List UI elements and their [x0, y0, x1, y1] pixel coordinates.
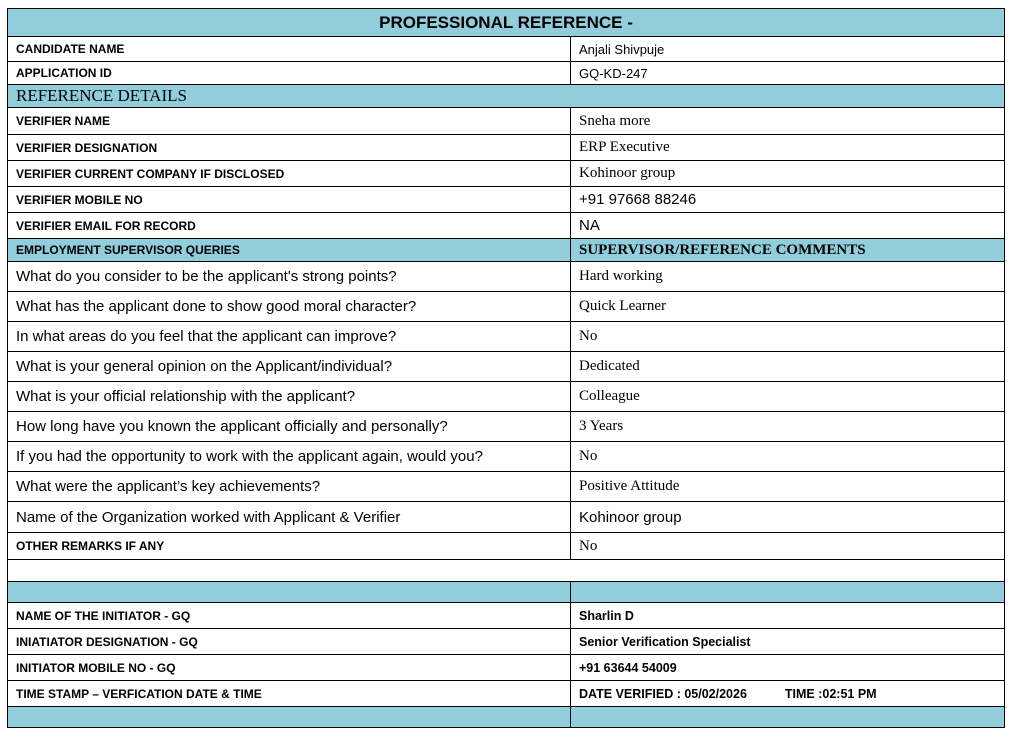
query-question: What is your general opinion on the Appl… [7, 351, 571, 382]
blank-cell [7, 581, 571, 603]
query-row: What has the applicant done to show good… [7, 291, 1005, 322]
blank-cell [570, 581, 1005, 603]
field-value: ERP Executive [570, 134, 1005, 161]
spacer-row [7, 581, 1005, 603]
field-value: Kohinoor group [570, 160, 1005, 187]
other-remarks-row: OTHER REMARKS IF ANY No [7, 532, 1005, 560]
query-row: If you had the opportunity to work with … [7, 441, 1005, 472]
query-question: In what areas do you feel that the appli… [7, 321, 571, 352]
query-answer: Colleague [570, 381, 1005, 412]
field-value: Sneha more [570, 107, 1005, 135]
query-question: How long have you known the applicant of… [7, 411, 571, 442]
query-row: What do you consider to be the applicant… [7, 261, 1005, 292]
field-label: CANDIDATE NAME [7, 36, 571, 62]
field-label: VERIFIER NAME [7, 107, 571, 135]
query-question: Name of the Organization worked with App… [7, 501, 571, 533]
query-answer: No [570, 321, 1005, 352]
verifier-row: VERIFIER MOBILE NO +91 97668 88246 [7, 186, 1005, 213]
field-label: VERIFIER DESIGNATION [7, 134, 571, 161]
query-answer: Quick Learner [570, 291, 1005, 322]
blank-cell [7, 559, 1005, 582]
query-row: In what areas do you feel that the appli… [7, 321, 1005, 352]
query-row: What were the applicant’s key achievemen… [7, 471, 1005, 502]
initiator-row: INIATIATOR DESIGNATION - GQ Senior Verifi… [7, 628, 1005, 655]
query-row: What is your general opinion on the Appl… [7, 351, 1005, 382]
field-label: INITIATOR MOBILE NO - GQ [7, 654, 571, 681]
field-label: VERIFIER CURRENT COMPANY IF DISCLOSED [7, 160, 571, 187]
professional-reference-form: PROFESSIONAL REFERENCE - CANDIDATE NAME An… [7, 8, 1005, 728]
query-answer: No [570, 441, 1005, 472]
field-value: +91 63644 54009 [570, 654, 1005, 681]
verifier-row: VERIFIER CURRENT COMPANY IF DISCLOSED Koh… [7, 160, 1005, 187]
query-answer: Dedicated [570, 351, 1005, 382]
footer-row [7, 706, 1005, 728]
queries-header-row: EMPLOYMENT SUPERVISOR QUERIES SUPERVISOR/… [7, 238, 1005, 262]
field-value: No [570, 532, 1005, 560]
section-header-row: REFERENCE DETAILS [7, 84, 1005, 108]
query-row: Name of the Organization worked with App… [7, 501, 1005, 533]
verifier-row: VERIFIER DESIGNATION ERP Executive [7, 134, 1005, 161]
comments-header: SUPERVISOR/REFERENCE COMMENTS [570, 238, 1005, 262]
initiator-row: TIME STAMP – VERFICATION DATE & TIME DATE… [7, 680, 1005, 707]
query-row: What is your official relationship with … [7, 381, 1005, 412]
candidate-row: APPLICATION ID GQ-KD-247 [7, 61, 1005, 85]
field-value: NA [570, 212, 1005, 239]
field-label: VERIFIER MOBILE NO [7, 186, 571, 213]
field-label: NAME OF THE INITIATOR - GQ [7, 602, 571, 629]
candidate-row: CANDIDATE NAME Anjali Shivpuje [7, 36, 1005, 62]
query-row: How long have you known the applicant of… [7, 411, 1005, 442]
verifier-row: VERIFIER NAME Sneha more [7, 107, 1005, 135]
form-title: PROFESSIONAL REFERENCE - [7, 8, 1005, 37]
field-label: OTHER REMARKS IF ANY [7, 532, 571, 560]
query-question: What were the applicant’s key achievemen… [7, 471, 571, 502]
query-answer: 3 Years [570, 411, 1005, 442]
field-label: VERIFIER EMAIL FOR RECORD [7, 212, 571, 239]
time-verified: TIME :02:51 PM [784, 686, 877, 701]
query-question: What do you consider to be the applicant… [7, 261, 571, 292]
verifier-row: VERIFIER EMAIL FOR RECORD NA [7, 212, 1005, 239]
field-label: APPLICATION ID [7, 61, 571, 85]
query-answer: Hard working [570, 261, 1005, 292]
query-answer: Kohinoor group [570, 501, 1005, 533]
date-verified: DATE VERIFIED : 05/02/2026 [579, 686, 747, 701]
blank-row [7, 559, 1005, 582]
blank-cell [570, 706, 1005, 728]
field-value: DATE VERIFIED : 05/02/2026 TIME :02:51 PM [570, 680, 1005, 707]
field-label: TIME STAMP – VERFICATION DATE & TIME [7, 680, 571, 707]
title-row: PROFESSIONAL REFERENCE - [7, 8, 1005, 37]
query-question: If you had the opportunity to work with … [7, 441, 571, 472]
field-value: +91 97668 88246 [570, 186, 1005, 213]
blank-cell [7, 706, 571, 728]
query-question: What is your official relationship with … [7, 381, 571, 412]
initiator-row: INITIATOR MOBILE NO - GQ +91 63644 54009 [7, 654, 1005, 681]
query-question: What has the applicant done to show good… [7, 291, 571, 322]
reference-details-header: REFERENCE DETAILS [7, 84, 1005, 108]
field-label: INIATIATOR DESIGNATION - GQ [7, 628, 571, 655]
field-value: Anjali Shivpuje [570, 36, 1005, 62]
field-value: Sharlin D [570, 602, 1005, 629]
initiator-row: NAME OF THE INITIATOR - GQ Sharlin D [7, 602, 1005, 629]
queries-header: EMPLOYMENT SUPERVISOR QUERIES [7, 238, 571, 262]
query-answer: Positive Attitude [570, 471, 1005, 502]
field-value: GQ-KD-247 [570, 61, 1005, 85]
field-value: Senior Verification Specialist [570, 628, 1005, 655]
